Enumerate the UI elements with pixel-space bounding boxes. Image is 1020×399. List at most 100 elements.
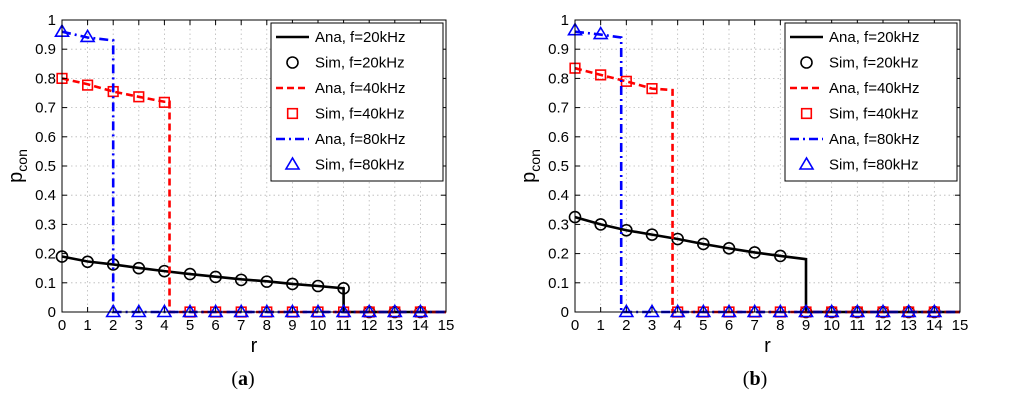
series-5-marker <box>823 303 840 318</box>
series-1-marker <box>209 270 222 284</box>
series-5-marker <box>105 303 122 318</box>
legend-label-4: Ana, f=80kHz <box>315 131 405 148</box>
series-5-marker <box>772 303 789 318</box>
y-tick-label: 0.2 <box>35 246 56 263</box>
y-tick-label: 0.1 <box>548 275 569 292</box>
x-tick-label: 13 <box>900 317 917 334</box>
legend: Ana, f=20kHz Sim, f=20kHz Ana, f=40kHz Sim,… <box>270 22 444 182</box>
x-tick-label: 3 <box>648 317 656 334</box>
series-1-marker <box>748 246 761 259</box>
y-axis-label: pcon <box>5 149 30 183</box>
y-tick-label: 0.4 <box>35 187 56 204</box>
series-5-marker <box>926 303 943 318</box>
series-5-marker <box>182 303 198 318</box>
series-1-marker <box>620 223 633 237</box>
x-tick-label: 2 <box>622 317 630 334</box>
legend-marker-1 <box>286 56 299 69</box>
series-5-marker <box>592 25 609 40</box>
legend-label-1: Sim, f=20kHz <box>829 55 919 72</box>
x-tick-label: 15 <box>952 317 969 334</box>
y-tick-label: 0.9 <box>35 41 56 58</box>
legend-label-2: Ana, f=40kHz <box>315 80 405 97</box>
chart-b-caption: (b) <box>742 368 768 390</box>
series-1-marker <box>722 242 736 255</box>
series-1-marker <box>311 279 325 293</box>
legend-label-5: Sim, f=80kHz <box>829 157 919 174</box>
legend-label-0: Ana, f=20kHz <box>315 29 405 46</box>
series-3-marker <box>158 96 171 108</box>
series-5-marker <box>156 303 173 318</box>
x-tick-label: 11 <box>336 317 352 334</box>
series-5-marker <box>746 303 763 318</box>
series-5-marker <box>130 303 147 318</box>
x-tick-label: 7 <box>750 317 758 334</box>
series-3-marker <box>133 91 145 103</box>
chart-a-caption: (a) <box>231 368 255 390</box>
y-tick-label: 0.3 <box>548 216 569 233</box>
series-1-marker <box>183 267 197 281</box>
x-tick-label: 9 <box>802 317 810 334</box>
legend-marker-3 <box>286 107 299 120</box>
chart-b-plot: 0 1 2 3 4 5 6 7 8 9 10 11 12 13 14 1500.10.20.30.40.50.… <box>518 12 969 357</box>
y-tick-label: 0.1 <box>35 275 56 292</box>
series-5-marker <box>721 303 737 318</box>
series-2-line <box>61 77 446 314</box>
y-tick-label: 0.5 <box>35 158 56 175</box>
y-tick-label: 0.7 <box>35 100 56 117</box>
series-1-marker <box>671 232 684 246</box>
series-5-marker <box>900 303 917 318</box>
legend-label-0: Ana, f=20kHz <box>829 29 919 46</box>
x-tick-label: 8 <box>263 317 271 334</box>
y-tick-label: 1 <box>561 12 569 29</box>
legend-label-3: Sim, f=40kHz <box>829 106 919 123</box>
x-tick-label: 10 <box>310 317 327 334</box>
series-5-marker <box>798 303 814 318</box>
y-tick-label: 0.3 <box>35 216 56 233</box>
x-tick-label: 0 <box>571 317 579 334</box>
x-tick-label: 14 <box>412 317 429 334</box>
y-tick-label: 0.5 <box>548 158 569 175</box>
series-1-marker <box>774 249 787 263</box>
series-5-marker <box>386 303 403 318</box>
legend-label-3: Sim, f=40kHz <box>315 106 405 123</box>
x-tick-label: 6 <box>211 317 219 334</box>
y-tick-label: 0 <box>48 304 56 321</box>
series-5-marker <box>79 28 96 43</box>
series-5-marker <box>335 303 352 318</box>
series-1-marker <box>286 277 299 291</box>
x-axis-label: r <box>251 335 258 357</box>
series-1-marker <box>594 218 607 231</box>
y-axis-label: pcon <box>518 149 543 183</box>
legend-label-1: Sim, f=20kHz <box>315 55 405 72</box>
y-tick-label: 0.9 <box>548 41 569 58</box>
series-4-line <box>61 30 446 314</box>
x-tick-label: 9 <box>288 317 296 334</box>
series-1-marker <box>645 228 659 241</box>
x-tick-label: 4 <box>160 317 168 334</box>
series-5-marker <box>258 303 275 318</box>
series-0-line <box>574 215 960 314</box>
legend-label-2: Ana, f=40kHz <box>829 80 919 97</box>
x-tick-label: 2 <box>109 317 117 334</box>
y-tick-label: 0.4 <box>548 187 569 204</box>
legend: Ana, f=20kHz Sim, f=20kHz Ana, f=40kHz Sim,… <box>784 22 958 182</box>
series-5-marker <box>669 303 686 318</box>
legend-box <box>270 22 444 182</box>
x-tick-label: 11 <box>850 317 866 334</box>
y-tick-label: 0.2 <box>548 246 569 263</box>
series-5-marker <box>412 303 429 318</box>
series-1-marker <box>81 255 94 269</box>
legend-label-5: Sim, f=80kHz <box>315 157 405 174</box>
x-tick-label: 5 <box>186 317 194 334</box>
x-tick-label: 1 <box>596 317 604 334</box>
x-tick-label: 8 <box>776 317 784 334</box>
legend-marker-3 <box>800 107 813 120</box>
legend-marker-5 <box>284 156 301 170</box>
series-5-marker <box>284 303 301 318</box>
series-5-marker <box>361 303 378 318</box>
y-tick-label: 1 <box>48 12 56 29</box>
series-4-line <box>574 30 960 314</box>
series-1-marker <box>234 273 248 287</box>
x-tick-label: 10 <box>823 317 840 334</box>
y-tick-label: 0.8 <box>35 70 56 87</box>
